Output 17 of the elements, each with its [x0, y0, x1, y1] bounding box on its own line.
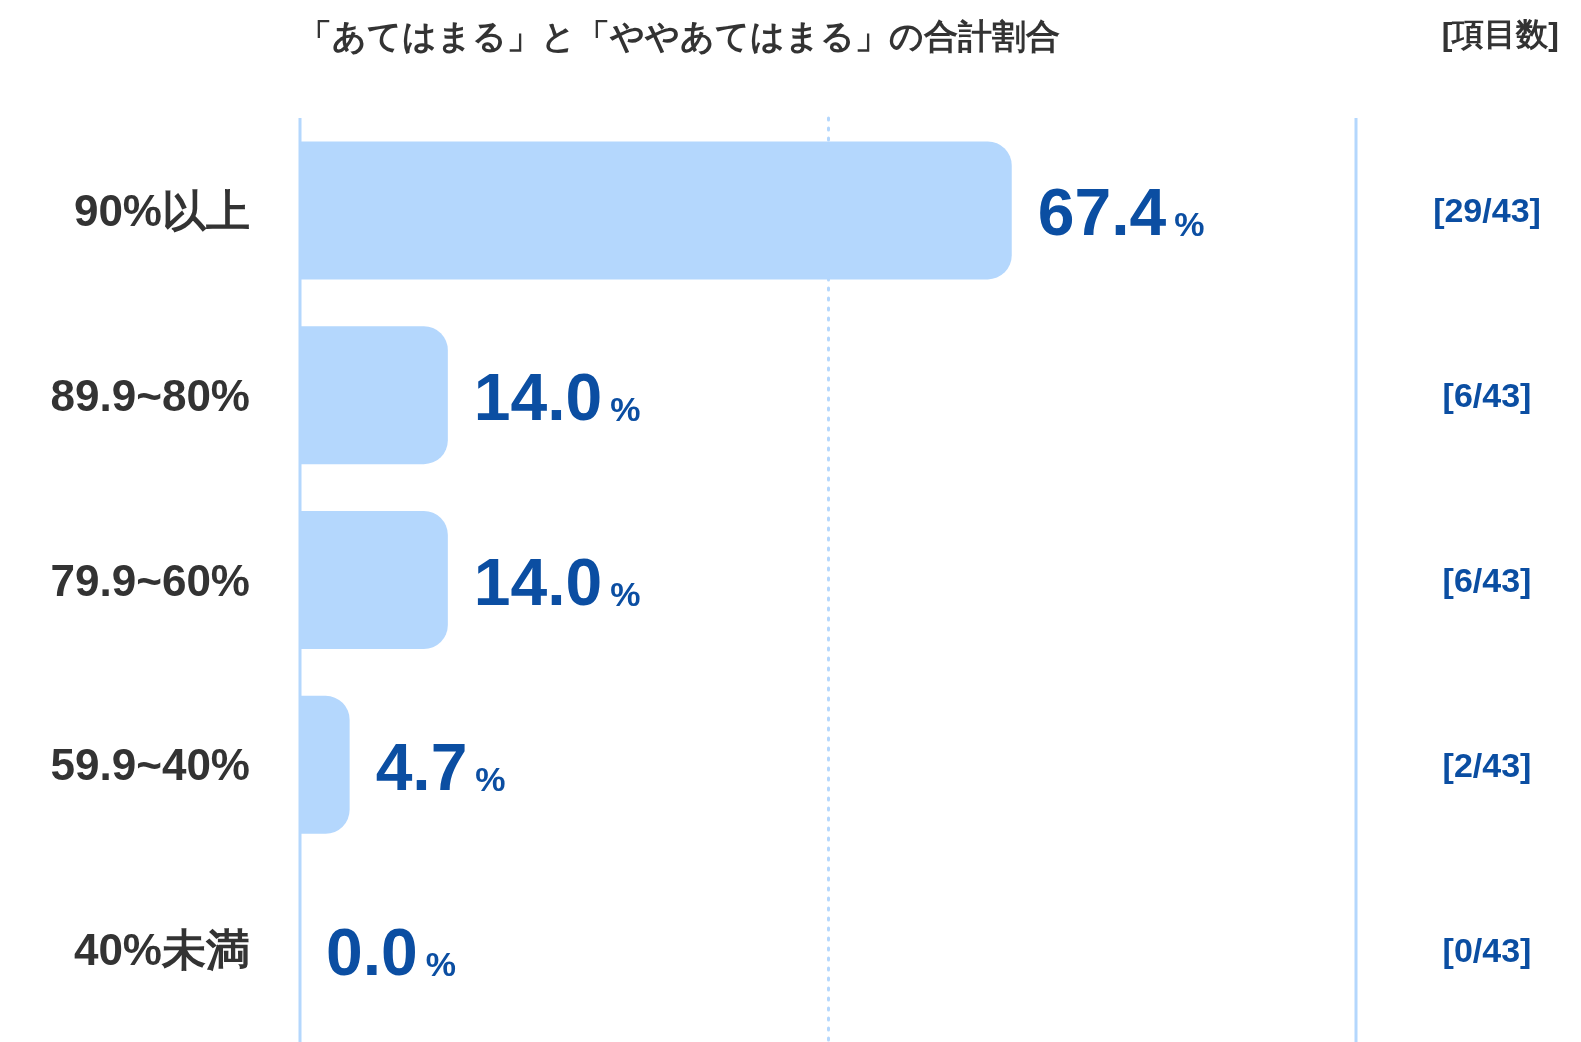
- text: [項目数]: [1441, 16, 1559, 52]
- data-label: 14.0%: [473, 545, 641, 619]
- y-tick-label: 90%以上: [73, 185, 250, 235]
- y-tick-label: 89.9~80%: [50, 370, 250, 420]
- y-tick-label: 40%未満: [73, 925, 250, 975]
- text: [6/43]: [1442, 561, 1532, 599]
- text: [0/43]: [1442, 930, 1532, 969]
- data-label: 67.4%: [1037, 175, 1205, 250]
- data-label: 14.0%: [473, 360, 641, 435]
- y-tick-label: 79.9~60%: [50, 555, 250, 605]
- chart-title: 「あてはまる」と「ややあてはまる」の合計割合: [298, 17, 1060, 55]
- data-label: 0.0%: [326, 914, 456, 989]
- data-label: 4.7%: [375, 729, 506, 804]
- text: [2/43]: [1442, 745, 1532, 784]
- text: [29/43]: [1433, 191, 1541, 230]
- text: [6/43]: [1442, 376, 1532, 415]
- y-tick-label: 59.9~40%: [50, 740, 250, 790]
